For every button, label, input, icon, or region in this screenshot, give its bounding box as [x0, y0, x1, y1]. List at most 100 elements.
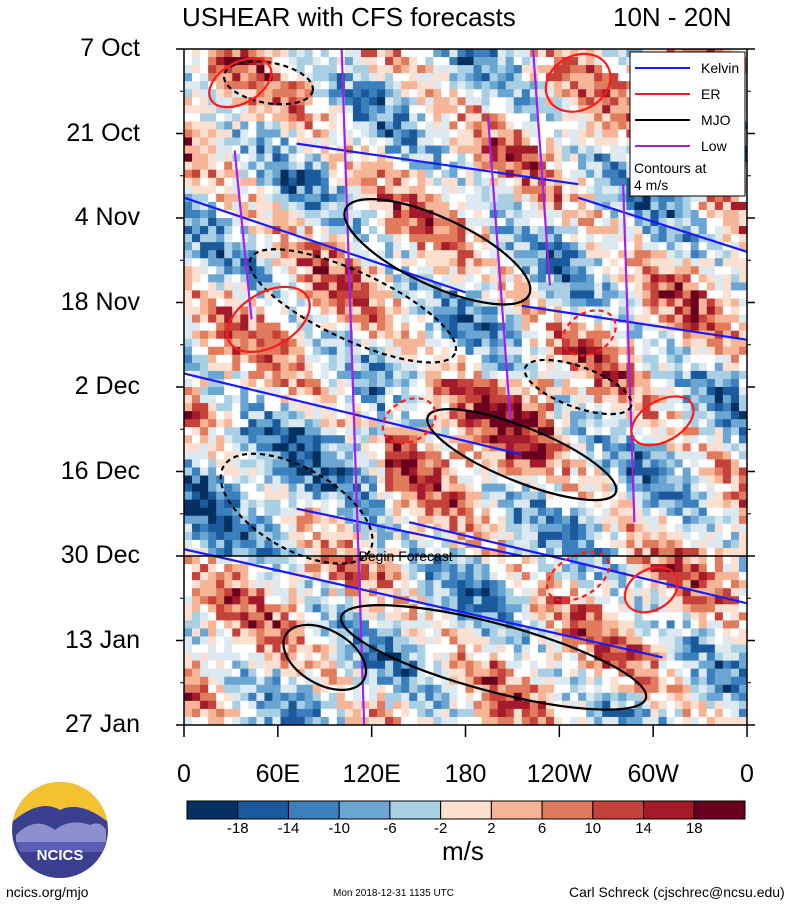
heatmap-cell — [425, 177, 434, 187]
heatmap-cell — [658, 346, 668, 356]
heatmap-cell — [425, 547, 434, 557]
heatmap-cell — [682, 193, 692, 203]
heatmap-cell — [304, 580, 314, 589]
heatmap-cell — [328, 580, 338, 589]
heatmap-cell — [441, 612, 451, 621]
heatmap-cell — [393, 258, 402, 267]
heatmap-cell — [216, 322, 225, 332]
heatmap-cell — [184, 523, 193, 533]
heatmap-cell — [393, 322, 402, 332]
heatmap-cell — [586, 105, 595, 114]
heatmap-cell — [505, 572, 515, 581]
heatmap-cell — [401, 362, 410, 372]
heatmap-cell — [714, 209, 724, 219]
heatmap-cell — [497, 105, 507, 114]
heatmap-cell — [401, 354, 410, 364]
heatmap-cell — [618, 169, 627, 179]
heatmap-cell — [441, 121, 451, 131]
heatmap-cell — [682, 491, 692, 501]
heatmap-cell — [304, 57, 314, 66]
heatmap-cell — [224, 209, 233, 219]
heatmap-cell — [570, 169, 579, 179]
heatmap-cell — [634, 539, 644, 549]
heatmap-cell — [272, 547, 282, 557]
heatmap-cell — [553, 564, 563, 573]
heatmap-cell — [288, 588, 298, 597]
heatmap-cell — [537, 218, 547, 227]
heatmap-cell — [441, 459, 451, 469]
heatmap-cell — [602, 169, 611, 179]
heatmap-cell — [481, 322, 491, 332]
heatmap-cell — [344, 73, 354, 82]
heatmap-cell — [401, 185, 410, 195]
heatmap-cell — [698, 266, 708, 275]
heatmap-cell — [642, 306, 652, 316]
heatmap-cell — [722, 483, 732, 493]
heatmap-cell — [224, 129, 233, 139]
heatmap-cell — [264, 218, 274, 227]
heatmap-cell — [650, 242, 660, 251]
heatmap-cell — [674, 572, 684, 581]
heatmap-cell — [505, 580, 515, 589]
heatmap-cell — [272, 65, 282, 74]
heatmap-cell — [240, 499, 249, 509]
heatmap-cell — [545, 427, 555, 436]
heatmap-cell — [256, 572, 266, 581]
heatmap-cell — [610, 169, 619, 179]
heatmap-cell — [626, 346, 635, 356]
heatmap-cell — [425, 49, 434, 58]
heatmap-cell — [320, 531, 330, 541]
heatmap-cell — [368, 507, 378, 517]
heatmap-cell — [312, 443, 322, 452]
heatmap-cell — [602, 427, 611, 436]
heatmap-cell — [296, 451, 306, 461]
heatmap-cell — [441, 427, 451, 436]
heatmap-cell — [433, 201, 442, 211]
heatmap-cell — [425, 234, 434, 243]
heatmap-cell — [328, 572, 338, 581]
heatmap-cell — [537, 588, 547, 597]
heatmap-cell — [232, 193, 241, 203]
heatmap-cell — [578, 161, 587, 171]
heatmap-cell — [626, 564, 635, 573]
heatmap-cell — [385, 266, 394, 275]
heatmap-cell — [714, 531, 724, 541]
heatmap-cell — [288, 572, 298, 581]
heatmap-cell — [216, 556, 225, 565]
heatmap-cell — [602, 57, 611, 66]
heatmap-cell — [505, 604, 515, 613]
heatmap-cell — [240, 218, 249, 227]
heatmap-cell — [248, 531, 257, 541]
heatmap-cell — [722, 258, 732, 267]
heatmap-cell — [505, 242, 515, 251]
heatmap-cell — [537, 73, 547, 82]
heatmap-cell — [264, 177, 274, 187]
heatmap-cell — [457, 322, 467, 332]
heatmap-cell — [690, 604, 700, 613]
heatmap-cell — [602, 161, 611, 171]
heatmap-cell — [409, 218, 418, 227]
heatmap-cell — [280, 137, 290, 147]
heatmap-cell — [578, 113, 587, 123]
heatmap-cell — [368, 73, 378, 82]
heatmap-cell — [481, 459, 491, 469]
heatmap-cell — [200, 258, 209, 267]
heatmap-cell — [537, 531, 547, 541]
heatmap-cell — [666, 193, 676, 203]
heatmap-cell — [562, 242, 571, 251]
heatmap-cell — [465, 346, 475, 356]
heatmap-cell — [738, 499, 747, 509]
heatmap-cell — [722, 226, 732, 235]
heatmap-cell — [722, 403, 732, 412]
heatmap-cell — [706, 596, 716, 605]
heatmap-cell — [602, 387, 611, 396]
heatmap-cell — [184, 113, 193, 123]
heatmap-cell — [360, 258, 370, 267]
heatmap-cell — [393, 531, 402, 541]
heatmap-cell — [272, 57, 282, 66]
heatmap-cell — [393, 49, 402, 58]
heatmap-cell — [457, 378, 467, 388]
heatmap-cell — [208, 411, 217, 420]
heatmap-cell — [650, 370, 660, 380]
heatmap-cell — [537, 483, 547, 493]
